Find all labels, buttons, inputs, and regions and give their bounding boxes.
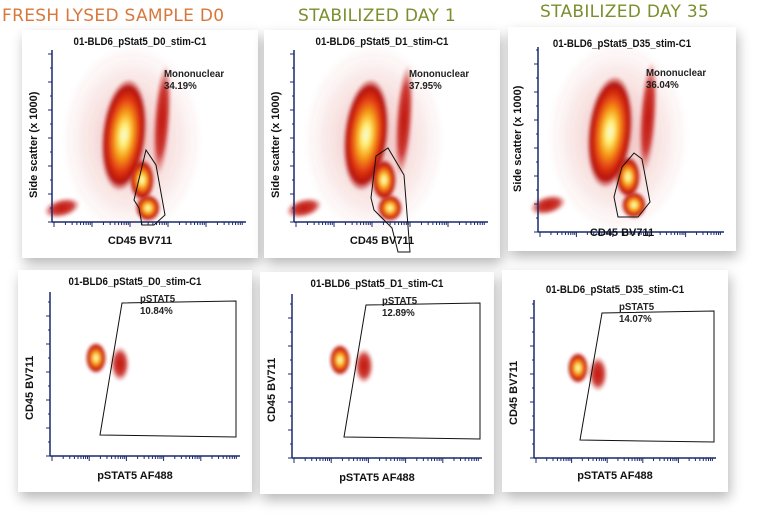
pstat5-positive-population — [589, 357, 607, 391]
debris-population — [286, 198, 322, 218]
pstat5-gate — [99, 300, 237, 438]
plot-title: 01-BLD6_pStat5_D35_stim-C1 — [545, 284, 685, 296]
eosinophil-streak — [639, 62, 657, 172]
gate-label: Mononuclear 37.95% — [409, 68, 469, 92]
y-axis-label: Side scatter (x 1000) — [270, 91, 282, 198]
plot-title: 01-BLD6_pStat5_D0_stim-C1 — [68, 276, 202, 288]
gate-percent: 12.89% — [382, 307, 415, 319]
x-axis-label: pSTAT5 AF488 — [97, 470, 173, 482]
plot-area — [288, 294, 482, 463]
x-axis-label: CD45 BV711 — [107, 235, 173, 247]
x-axis-label: pSTAT5 AF488 — [339, 472, 415, 484]
gate-name: pSTAT5 — [140, 293, 176, 305]
mononuclear-gate — [133, 148, 166, 226]
gate-percent: 34.19% — [164, 80, 197, 92]
gate-label: pSTAT5 10.84% — [140, 293, 175, 317]
gate-label: Mononuclear 36.04% — [646, 67, 706, 91]
mononuclear-gate — [613, 152, 651, 218]
heading-stabilized-day1: STABILIZED DAY 1 — [298, 6, 457, 26]
granulocyte-population — [343, 79, 389, 191]
x-axis-label: CD45 BV711 — [349, 235, 415, 247]
pstat5-positive-population — [111, 347, 129, 381]
plot-ssc-vs-cd45-d1: 01-BLD6_pStat5_D1_stim-C1 Mononuclear 37.… — [264, 30, 500, 258]
y-axis-label: CD45 BV711 — [508, 360, 520, 425]
pstat5-negative-population — [86, 343, 106, 373]
granulocyte-population — [587, 76, 633, 188]
lymphocyte-population — [378, 195, 402, 221]
plot-ssc-vs-cd45-d35: 01-BLD6_pStat5_D35_stim-C1 Mononuclear 36… — [508, 27, 736, 251]
plot-title: 01-BLD6_pStat5_D1_stim-C1 — [310, 278, 444, 290]
plot-title: 01-BLD6_pStat5_D35_stim-C1 — [552, 38, 692, 50]
pstat5-negative-population — [330, 345, 350, 375]
plot-ssc-vs-cd45-d0: 01-BLD6_pStat5_D0_stim-C1 Mononuclear 34.… — [22, 30, 258, 258]
lymphocyte-population — [136, 195, 160, 221]
pstat5-negative-population — [568, 353, 588, 383]
gate-name: Mononuclear — [164, 68, 225, 80]
eosinophil-streak — [395, 65, 413, 175]
y-axis-label: CD45 BV711 — [24, 355, 36, 420]
plot-cd45-vs-pstat5-d1: 01-BLD6_pStat5_D1_stim-C1 pSTAT5 12.89% C… — [260, 272, 494, 494]
gate-percent: 10.84% — [140, 305, 173, 317]
gate-name: pSTAT5 — [619, 301, 655, 313]
plot-title: 01-BLD6_pStat5_D0_stim-C1 — [73, 36, 207, 48]
pstat5-gate — [343, 302, 481, 440]
mononuclear-gate — [370, 147, 411, 253]
plot-area — [44, 45, 246, 235]
debris-population — [530, 195, 566, 215]
gate-name: pSTAT5 — [382, 295, 418, 307]
plot-area — [46, 292, 240, 461]
heading-stabilized-day35: STABILIZED DAY 35 — [540, 2, 710, 22]
heading-fresh-d0: FRESH LYSED SAMPLE D0 — [2, 6, 225, 26]
gate-label: Mononuclear 34.19% — [164, 68, 224, 92]
y-axis-label: Side scatter (x 1000) — [28, 91, 40, 198]
x-axis-label: CD45 BV711 — [589, 227, 655, 239]
gate-name: Mononuclear — [646, 67, 707, 79]
y-axis-label: Side scatter (x 1000) — [512, 85, 524, 192]
x-axis-label: pSTAT5 AF488 — [577, 470, 653, 482]
gate-percent: 36.04% — [646, 79, 679, 91]
lymphocyte-population — [622, 192, 646, 218]
plot-title: 01-BLD6_pStat5_D1_stim-C1 — [315, 36, 449, 48]
gate-name: Mononuclear — [409, 68, 470, 80]
plot-area — [286, 45, 488, 253]
granulocyte-population — [101, 79, 147, 191]
debris-population — [44, 198, 80, 218]
monocyte-population — [372, 160, 396, 200]
gate-percent: 14.07% — [619, 313, 652, 325]
plot-cd45-vs-pstat5-d0: 01-BLD6_pStat5_D0_stim-C1 pSTAT5 10.84% C… — [18, 270, 252, 492]
eosinophil-streak — [153, 65, 171, 175]
pstat5-positive-population — [355, 349, 373, 383]
plot-area — [530, 300, 716, 463]
gate-label: pSTAT5 12.89% — [382, 295, 417, 319]
y-axis-label: CD45 BV711 — [266, 357, 278, 422]
gate-label: pSTAT5 14.07% — [619, 301, 654, 325]
plot-area — [530, 42, 724, 237]
pstat5-gate — [579, 310, 715, 443]
gate-percent: 37.95% — [409, 80, 442, 92]
plot-cd45-vs-pstat5-d35: 01-BLD6_pStat5_D35_stim-C1 pSTAT5 14.07% … — [502, 270, 728, 492]
